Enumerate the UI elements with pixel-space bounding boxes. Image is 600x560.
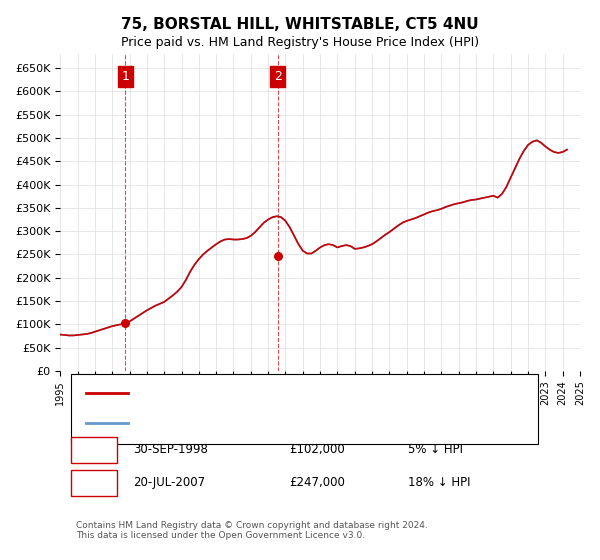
Text: 2: 2	[89, 476, 98, 489]
Point	[273, 251, 283, 260]
Text: 1: 1	[121, 70, 129, 83]
Point	[121, 319, 130, 328]
Text: 5% ↓ HPI: 5% ↓ HPI	[409, 443, 463, 456]
Text: HPI: Average price, detached house, Canterbury: HPI: Average price, detached house, Cant…	[138, 418, 390, 428]
FancyBboxPatch shape	[71, 470, 118, 496]
Text: 30-SEP-1998: 30-SEP-1998	[133, 443, 208, 456]
Text: Contains HM Land Registry data © Crown copyright and database right 2024.
This d: Contains HM Land Registry data © Crown c…	[76, 521, 428, 540]
Text: £247,000: £247,000	[289, 476, 345, 489]
FancyBboxPatch shape	[71, 374, 538, 444]
Text: 20-JUL-2007: 20-JUL-2007	[133, 476, 205, 489]
Text: 1: 1	[89, 443, 98, 456]
Text: 18% ↓ HPI: 18% ↓ HPI	[409, 476, 471, 489]
Text: 2: 2	[274, 70, 281, 83]
Text: 75, BORSTAL HILL, WHITSTABLE, CT5 4NU: 75, BORSTAL HILL, WHITSTABLE, CT5 4NU	[121, 17, 479, 32]
Text: Price paid vs. HM Land Registry's House Price Index (HPI): Price paid vs. HM Land Registry's House …	[121, 36, 479, 49]
Text: £102,000: £102,000	[289, 443, 344, 456]
FancyBboxPatch shape	[71, 437, 118, 463]
Text: 75, BORSTAL HILL, WHITSTABLE, CT5 4NU (detached house): 75, BORSTAL HILL, WHITSTABLE, CT5 4NU (d…	[138, 389, 451, 399]
